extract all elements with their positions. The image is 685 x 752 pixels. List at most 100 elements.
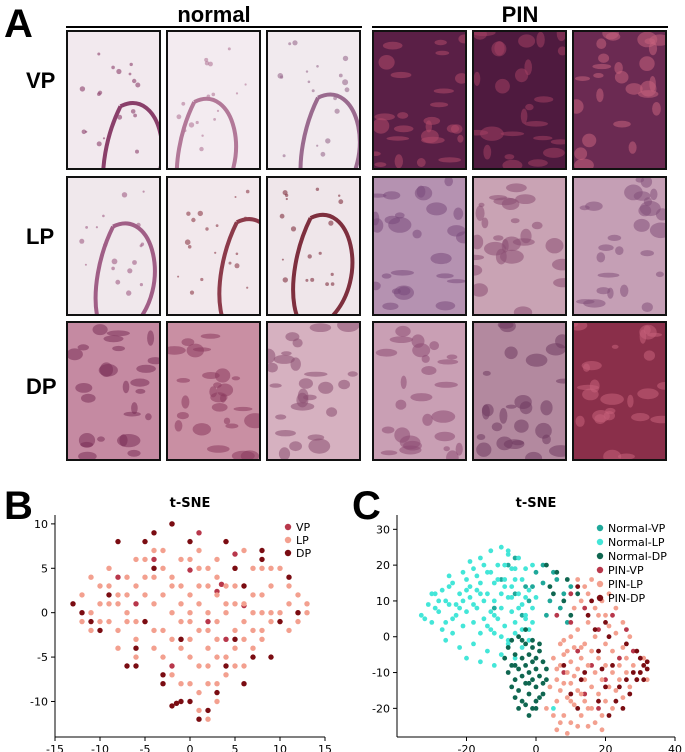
- data-point: [250, 627, 256, 634]
- data-point: [151, 601, 157, 607]
- data-point: [268, 618, 274, 625]
- data-point: [295, 618, 301, 625]
- data-point: [512, 677, 518, 683]
- data-point: [124, 618, 130, 625]
- data-point: [196, 547, 202, 554]
- data-point: [561, 713, 567, 718]
- x-tick-label: 0: [533, 743, 540, 752]
- legend-label: PIN-VP: [608, 564, 644, 577]
- data-point: [596, 655, 601, 661]
- data-point: [516, 634, 521, 640]
- data-point: [124, 610, 130, 616]
- data-point: [133, 636, 139, 642]
- tissue-texture: [368, 176, 472, 311]
- histology-tile: [166, 176, 281, 336]
- data-point: [526, 598, 532, 604]
- data-point: [637, 670, 643, 675]
- data-point: [620, 695, 626, 700]
- data-point: [460, 569, 466, 575]
- data-point: [432, 605, 438, 611]
- data-point: [464, 655, 469, 661]
- data-point: [599, 713, 605, 718]
- data-point: [133, 663, 139, 669]
- data-point: [187, 698, 193, 705]
- data-point: [79, 592, 85, 598]
- data-point: [268, 583, 274, 589]
- data-point: [142, 538, 148, 545]
- data-point: [196, 663, 202, 669]
- data-point: [526, 691, 532, 697]
- data-point: [223, 538, 229, 545]
- data-point: [575, 648, 581, 654]
- data-point: [606, 684, 612, 690]
- data-point: [478, 630, 483, 636]
- y-tick-label: 5: [41, 562, 48, 575]
- data-point: [97, 583, 103, 589]
- data-point: [151, 530, 157, 536]
- data-point: [613, 605, 619, 611]
- data-point: [544, 666, 549, 672]
- data-point: [232, 583, 238, 589]
- data-point: [540, 680, 546, 686]
- data-point: [187, 567, 193, 573]
- data-point: [568, 698, 574, 704]
- data-point: [450, 616, 455, 622]
- data-point: [578, 645, 584, 650]
- data-point: [596, 612, 601, 618]
- histology-tile: [66, 176, 161, 340]
- data-point: [575, 666, 581, 672]
- data-point: [187, 610, 193, 616]
- chart-title: t-SNE: [170, 496, 211, 511]
- data-point: [620, 620, 626, 625]
- data-point: [582, 605, 588, 611]
- data-point: [523, 641, 528, 647]
- legend-marker: [596, 566, 604, 574]
- data-point: [596, 627, 601, 632]
- data-point: [592, 670, 598, 675]
- data-point: [530, 605, 535, 611]
- data-point: [481, 616, 487, 622]
- data-point: [557, 663, 563, 668]
- histology-tile: [66, 321, 163, 461]
- legend-label: Normal-LP: [608, 536, 665, 549]
- data-point: [241, 663, 247, 669]
- data-point: [205, 618, 211, 625]
- tissue-texture: [576, 175, 672, 312]
- normal-group-rule: [66, 26, 362, 28]
- data-point: [187, 592, 193, 598]
- data-point: [460, 598, 466, 604]
- data-point: [491, 580, 497, 586]
- y-tick-label: -10: [30, 695, 48, 708]
- data-point: [624, 670, 629, 675]
- data-point: [523, 595, 528, 600]
- data-point: [250, 592, 256, 598]
- data-point: [151, 645, 157, 651]
- data-point: [214, 681, 220, 687]
- data-point: [592, 605, 598, 611]
- data-point: [505, 645, 511, 650]
- row-label-dp: DP: [26, 374, 57, 399]
- data-point: [564, 731, 570, 736]
- tissue-texture: [163, 333, 267, 462]
- data-point: [478, 591, 483, 597]
- data-point: [133, 618, 139, 625]
- data-point: [551, 706, 556, 711]
- data-point: [509, 595, 515, 600]
- data-point: [523, 616, 528, 622]
- data-point: [481, 598, 487, 604]
- data-point: [530, 584, 535, 589]
- data-point: [232, 551, 238, 557]
- row-label-lp: LP: [26, 224, 55, 249]
- data-point: [142, 574, 148, 580]
- data-point: [512, 591, 518, 597]
- data-point: [160, 672, 166, 678]
- chart-title: t-SNE: [516, 496, 557, 511]
- data-point: [498, 544, 504, 550]
- data-point: [460, 623, 466, 629]
- data-point: [606, 623, 612, 629]
- data-point: [169, 610, 175, 616]
- data-point: [443, 637, 449, 643]
- data-point: [519, 577, 525, 582]
- legend-marker: [596, 538, 604, 546]
- data-point: [223, 583, 229, 589]
